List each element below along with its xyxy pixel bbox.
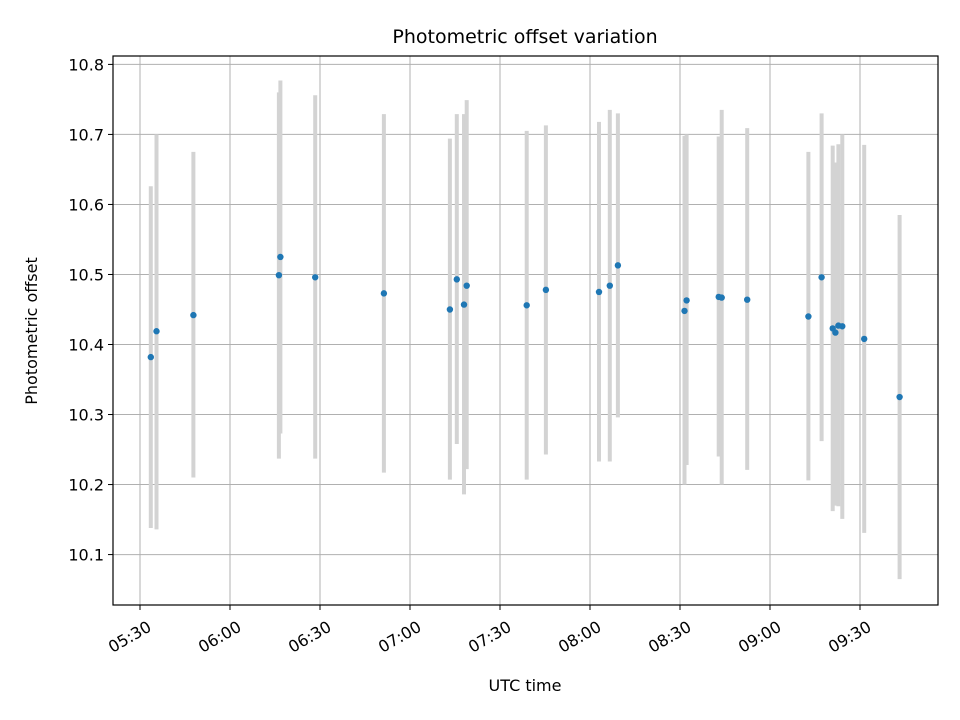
x-tick-label: 09:00: [735, 617, 784, 657]
data-point: [805, 313, 812, 320]
data-point: [832, 329, 839, 336]
error-bars: [148, 80, 902, 580]
data-points: [147, 253, 903, 401]
y-tick-label: 10.1: [68, 546, 104, 565]
x-axis-ticks: 05:30 06:00 06:30 07:00 07:30 08:00 08:30 09:00…: [105, 605, 874, 657]
data-point: [718, 294, 725, 301]
y-tick-label: 10.3: [68, 406, 104, 425]
y-tick-label: 10.6: [68, 195, 104, 214]
data-point: [542, 286, 550, 294]
data-point: [312, 274, 319, 281]
y-tick-label: 10.2: [68, 476, 104, 495]
x-tick-label: 08:00: [555, 617, 604, 657]
data-point: [839, 323, 846, 330]
data-point: [681, 307, 688, 315]
data-point: [275, 271, 283, 279]
data-point: [190, 311, 197, 319]
data-point: [153, 328, 160, 335]
data-point: [614, 262, 622, 269]
y-tick-label: 10.8: [68, 55, 104, 74]
x-tick-label: 07:00: [375, 617, 424, 657]
y-tick-label: 10.4: [68, 336, 104, 355]
y-tick-label: 10.5: [68, 265, 104, 284]
data-point: [523, 302, 530, 309]
data-point: [861, 335, 868, 343]
y-axis-ticks: 10.1 10.2 10.3 10.4 10.5 10.6 10.7 10.8: [68, 55, 113, 565]
y-axis-label: Photometric offset: [22, 257, 41, 405]
data-point: [380, 290, 388, 297]
data-point: [147, 353, 154, 361]
x-tick-label: 06:00: [195, 617, 244, 657]
data-point: [818, 274, 825, 281]
data-point: [453, 276, 460, 283]
x-axis-label: UTC time: [489, 676, 562, 695]
x-tick-label: 05:30: [105, 617, 154, 657]
x-tick-label: 09:30: [825, 617, 874, 657]
data-point: [460, 301, 468, 308]
data-point: [463, 282, 470, 289]
data-point: [896, 393, 903, 401]
data-point: [606, 282, 613, 289]
chart-title: Photometric offset variation: [392, 26, 657, 48]
data-point: [446, 306, 454, 313]
y-tick-label: 10.7: [68, 125, 104, 144]
plot-frame: [112, 55, 939, 606]
data-point: [277, 253, 284, 261]
data-point: [595, 288, 603, 296]
data-point: [683, 297, 690, 304]
x-tick-label: 06:30: [285, 617, 334, 657]
data-point: [744, 296, 751, 303]
x-tick-label: 08:30: [645, 617, 694, 657]
x-tick-label: 07:30: [465, 617, 514, 657]
